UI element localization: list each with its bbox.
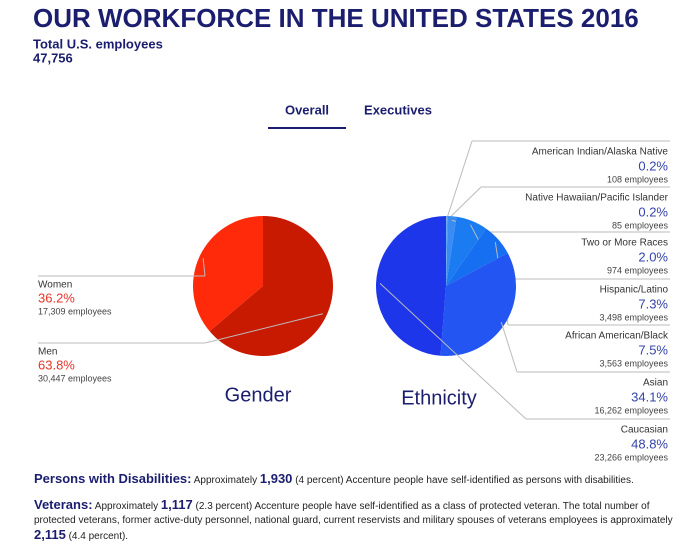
employee-label: 17,309 employees [38,306,112,316]
note-heading: Veterans: [34,497,93,512]
pie-slice [446,216,448,286]
employee-label: 108 employees [607,174,669,184]
employee-label: 3,498 employees [599,312,668,322]
pie-slice [446,228,508,286]
value-label: 36.2% [38,290,75,305]
notes: Persons with Disabilities: Approximately… [34,472,674,554]
subtitle: Total U.S. employees [33,36,163,51]
value-label: 48.8% [631,436,668,451]
legend-label: Native Hawaiian/Pacific Islander [525,193,669,204]
note-text: Approximately [193,475,260,486]
leader-line [204,313,324,344]
value-label: 7.5% [638,342,668,357]
leader-line [445,140,473,221]
pie-slice [376,216,446,356]
value-label: 2.0% [638,249,668,264]
employee-label: 974 employees [607,265,669,275]
legend-label: Caucasian [621,425,668,436]
note-text: (2.3 percent) Accenture people have self… [34,501,673,526]
pie-slice [209,216,334,356]
legend-label: Asian [643,378,668,389]
chart: OUR WORKFORCE IN THE UNITED STATES 2016 … [33,3,670,462]
legend-label: Hispanic/Latino [600,285,669,296]
legend-label: African American/Black [565,331,669,342]
leader-line [446,186,482,221]
employee-label: 3,563 employees [599,358,668,368]
note-number: 1,117 [160,497,193,512]
pie-slice [446,216,457,286]
pie-slice [446,216,487,286]
value-label: 63.8% [38,357,75,372]
note-text: (4.4 percent). [65,531,129,542]
value-label: 0.2% [638,204,668,219]
leader-line [500,321,518,373]
legend-label: Two or More Races [581,238,668,249]
legend-label: American Indian/Alaska Native [532,147,669,158]
pie-slice [193,216,263,332]
legend-label: Men [38,347,57,358]
note-text: (4 percent) Accenture people have self-i… [292,475,634,486]
note: Persons with Disabilities: Approximately… [34,472,674,488]
value-label: 7.3% [638,296,668,311]
leader-line [379,283,527,420]
pie-slice [446,216,447,286]
note-number: 2,115 [34,527,66,542]
note: Veterans: Approximately 1,117 (2.3 perce… [34,498,674,544]
legend-label: Women [38,280,72,291]
tab[interactable]: Overall [285,102,329,117]
note-number: 1,930 [259,471,293,486]
value-label: 34.1% [631,389,668,404]
employee-label: 85 employees [612,220,669,230]
tab-underline [268,127,346,129]
page-title: OUR WORKFORCE IN THE UNITED STATES 2016 [33,3,639,33]
chart-title: Gender [225,384,292,406]
note-text: Approximately [94,501,161,512]
employee-label: 16,262 employees [594,405,668,415]
note-heading: Persons with Disabilities: [34,471,192,486]
tab[interactable]: Executives [364,102,432,117]
pie-slice [440,252,516,356]
total: 47,756 [33,50,73,65]
value-label: 0.2% [638,158,668,173]
employee-label: 23,266 employees [594,452,668,462]
chart-title: Ethnicity [401,387,477,409]
employee-label: 30,447 employees [38,373,112,383]
leader-line [202,258,206,277]
